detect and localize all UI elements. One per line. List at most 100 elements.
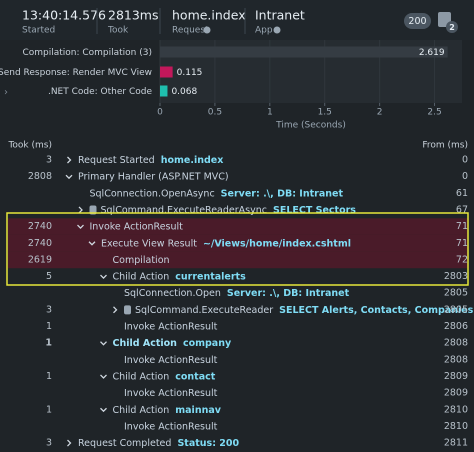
- row-label: Primary Handler (ASP.NET MVC): [78, 171, 229, 182]
- collapse-arrow[interactable]: [65, 174, 73, 180]
- started: 13:40:14.576: [22, 8, 106, 23]
- took: 3: [46, 304, 52, 315]
- row-highlight: [8, 251, 468, 269]
- collapse-arrow[interactable]: [100, 341, 107, 346]
- row-name: Invoke ActionResult: [124, 354, 218, 365]
- x-tick-label: 2: [377, 108, 383, 118]
- collapse-arrow[interactable]: [77, 224, 84, 230]
- from: 2809: [444, 388, 468, 399]
- row-detail: company: [183, 338, 232, 349]
- selection-box: [6, 212, 469, 286]
- from: 0: [462, 155, 468, 166]
- row-label: Invoke ActionResult: [90, 221, 184, 232]
- row-label: Request Completed Status: 200: [78, 438, 240, 449]
- row-label: SqlConnection.OpenAsync Server: .\, DB: I…: [90, 188, 344, 199]
- row-name: SqlConnection.Open: [124, 288, 221, 299]
- app: Intranet: [255, 8, 305, 23]
- category-label: Compilation: Compilation (3): [22, 48, 152, 58]
- row-detail: ~/Views/home/index.cshtml: [203, 238, 351, 249]
- row-label: Compilation: [113, 254, 170, 265]
- count-badge: [446, 21, 458, 33]
- category-label: Send Response: Render MVC View: [0, 68, 152, 78]
- bar: [160, 85, 168, 97]
- row-name: SqlCommand.ExecuteReaderAsync: [101, 204, 267, 215]
- took: 2813ms: [108, 8, 159, 23]
- expand-arrow[interactable]: ›: [4, 87, 8, 98]
- from: 0: [462, 171, 468, 182]
- took: 5: [46, 271, 52, 282]
- row-name: Request Completed: [78, 438, 171, 449]
- value-label: 0.068: [171, 87, 197, 97]
- column-header: Took (ms): [7, 141, 52, 151]
- expand-arrow[interactable]: [113, 306, 118, 314]
- row-label: SqlCommand.ExecuteReaderAsync SELECT Sect…: [101, 204, 357, 215]
- from: 2808: [444, 354, 468, 365]
- from: 2805: [444, 288, 468, 299]
- from: 67: [456, 204, 468, 215]
- from: 71: [456, 221, 468, 232]
- expand-arrow[interactable]: [78, 206, 83, 214]
- took: 1: [46, 404, 52, 415]
- expand-arrow[interactable]: [67, 156, 72, 164]
- row-label: Invoke ActionResult: [124, 321, 218, 332]
- x-tick-label: 0.5: [208, 108, 222, 118]
- x-tick-label: 1: [267, 108, 273, 118]
- row-label: Child Action currentalerts: [113, 271, 247, 282]
- row-detail: mainnav: [175, 404, 222, 415]
- from: 2808: [444, 338, 468, 349]
- row-label: Child Action contact: [113, 371, 216, 382]
- collapse-arrow[interactable]: [100, 374, 107, 379]
- value-label: 0.115: [177, 68, 203, 78]
- row-highlight: [8, 218, 468, 235]
- row-name: SqlConnection.OpenAsync: [90, 188, 215, 199]
- from: 61: [456, 188, 468, 199]
- row-name: SqlCommand.ExecuteReader: [135, 304, 273, 315]
- took: 1: [46, 371, 52, 382]
- row-name: Invoke ActionResult: [124, 321, 218, 332]
- row-name: Invoke ActionResult: [90, 221, 184, 232]
- bar: [160, 46, 448, 58]
- row-name: Primary Handler (ASP.NET MVC): [78, 171, 229, 182]
- row-detail: home.index: [161, 155, 224, 166]
- row-detail: Server: .\, DB: Intranet: [221, 188, 344, 199]
- expand-arrow[interactable]: [67, 439, 72, 447]
- count: 2: [449, 23, 455, 32]
- app-label: App: [255, 26, 273, 36]
- row-label: Request Started home.index: [78, 155, 223, 166]
- info-icon[interactable]: [203, 26, 211, 34]
- status: 200: [408, 16, 426, 27]
- x-axis-title: Time (Seconds): [275, 121, 346, 131]
- took: 2619: [28, 254, 52, 265]
- row-detail: currentalerts: [175, 271, 246, 282]
- request-label: Request: [172, 26, 209, 36]
- x-tick-label: 0: [157, 108, 163, 118]
- rows: 3 Request Started home.index 0 2808 Primary H…: [8, 155, 474, 449]
- info-icon[interactable]: [273, 26, 281, 34]
- db-icon: [89, 205, 97, 215]
- row-highlight: [8, 234, 468, 252]
- row-name: Invoke ActionResult: [124, 421, 218, 432]
- row-label: Invoke ActionResult: [124, 354, 218, 365]
- collapse-arrow[interactable]: [100, 407, 107, 413]
- db-icon: [124, 305, 131, 315]
- row-detail: SELECT Sectors: [273, 204, 356, 215]
- column-header: From (ms): [422, 141, 468, 151]
- took: 1: [46, 321, 52, 332]
- row-label: Invoke ActionResult: [124, 388, 218, 399]
- collapse-arrow[interactable]: [100, 274, 107, 279]
- row-label: SqlCommand.ExecuteReader SELECT Alerts, C…: [135, 304, 474, 315]
- row-name: Request Started: [78, 155, 155, 166]
- request: home.index: [172, 8, 246, 23]
- row-detail: SELECT Alerts, Contacts, Companies, ...: [279, 304, 474, 315]
- from: 71: [456, 238, 468, 249]
- row-label: Child Action company: [113, 338, 232, 349]
- row-label: Execute View Result ~/Views/home/index.cs…: [101, 238, 351, 249]
- took: 2740: [28, 221, 52, 232]
- from: 2803: [444, 271, 468, 282]
- status-badge[interactable]: [404, 13, 431, 29]
- bar: [160, 66, 173, 78]
- collapse-arrow[interactable]: [88, 241, 96, 246]
- row-name: Compilation: [113, 254, 170, 265]
- row-label: Child Action mainnav: [113, 404, 222, 415]
